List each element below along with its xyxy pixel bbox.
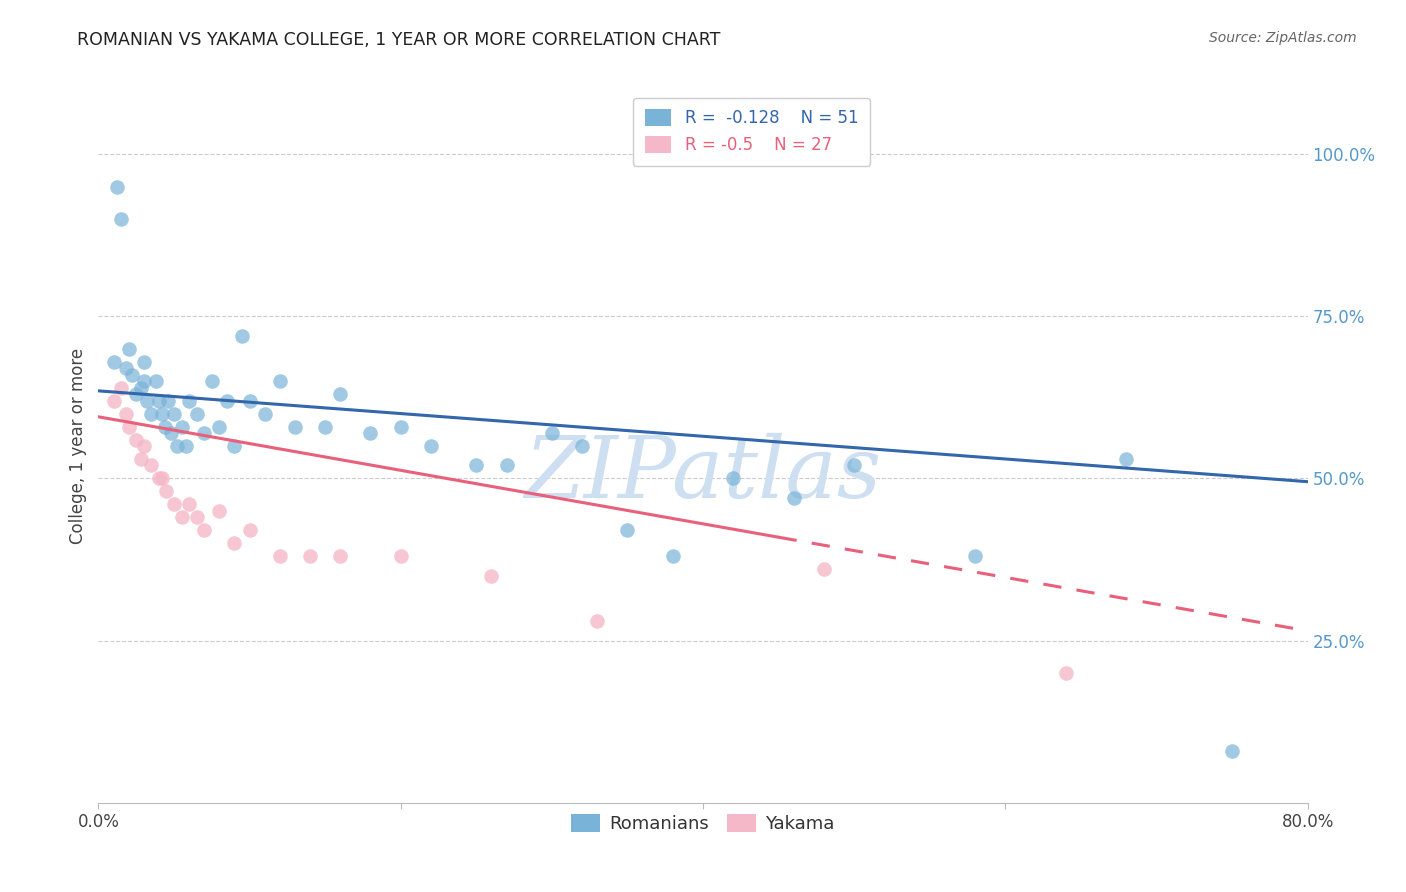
Point: [616, 524, 638, 538]
Point: [253, 407, 276, 421]
Point: [155, 484, 177, 499]
Point: [179, 393, 201, 408]
Point: [844, 458, 866, 473]
Point: [129, 381, 152, 395]
Point: [329, 549, 352, 564]
Point: [239, 524, 262, 538]
Text: ZIPatlas: ZIPatlas: [524, 434, 882, 516]
Point: [813, 562, 835, 576]
Point: [118, 419, 141, 434]
Point: [389, 549, 412, 564]
Point: [239, 393, 262, 408]
Point: [141, 407, 163, 421]
Point: [389, 419, 412, 434]
Point: [141, 458, 163, 473]
Point: [110, 211, 132, 226]
Point: [153, 419, 176, 434]
Point: [166, 439, 188, 453]
Point: [1220, 744, 1243, 758]
Point: [661, 549, 683, 564]
Point: [150, 471, 173, 485]
Point: [186, 510, 208, 524]
Point: [224, 536, 246, 550]
Point: [481, 568, 503, 582]
Point: [284, 419, 307, 434]
Point: [145, 374, 167, 388]
Point: [586, 614, 609, 628]
Text: Source: ZipAtlas.com: Source: ZipAtlas.com: [1209, 31, 1357, 45]
Point: [783, 491, 806, 505]
Point: [360, 425, 382, 440]
Point: [125, 433, 148, 447]
Point: [132, 374, 155, 388]
Point: [571, 439, 593, 453]
Point: [103, 354, 125, 368]
Point: [114, 361, 136, 376]
Text: ROMANIAN VS YAKAMA COLLEGE, 1 YEAR OR MORE CORRELATION CHART: ROMANIAN VS YAKAMA COLLEGE, 1 YEAR OR MO…: [77, 31, 721, 49]
Point: [160, 425, 183, 440]
Point: [118, 342, 141, 356]
Point: [103, 393, 125, 408]
Point: [329, 387, 352, 401]
Point: [170, 419, 193, 434]
Point: [186, 407, 208, 421]
Point: [148, 471, 170, 485]
Point: [269, 549, 291, 564]
Point: [179, 497, 201, 511]
Point: [224, 439, 246, 453]
Point: [193, 425, 215, 440]
Point: [465, 458, 488, 473]
Point: [114, 407, 136, 421]
Point: [174, 439, 197, 453]
Point: [1115, 452, 1137, 467]
Point: [314, 419, 336, 434]
Point: [540, 425, 562, 440]
Point: [193, 524, 215, 538]
Point: [132, 354, 155, 368]
Point: [121, 368, 143, 382]
Point: [1054, 666, 1077, 681]
Point: [201, 374, 224, 388]
Point: [110, 381, 132, 395]
Y-axis label: College, 1 year or more: College, 1 year or more: [69, 348, 87, 544]
Point: [125, 387, 148, 401]
Point: [163, 497, 186, 511]
Point: [208, 504, 231, 518]
Point: [148, 393, 170, 408]
Point: [105, 179, 128, 194]
Point: [215, 393, 238, 408]
Point: [299, 549, 322, 564]
Point: [269, 374, 291, 388]
Point: [723, 471, 745, 485]
Point: [129, 452, 152, 467]
Legend: Romanians, Yakama: Romanians, Yakama: [564, 806, 842, 840]
Point: [135, 393, 157, 408]
Point: [132, 439, 155, 453]
Point: [208, 419, 231, 434]
Point: [420, 439, 443, 453]
Point: [156, 393, 179, 408]
Point: [495, 458, 517, 473]
Point: [170, 510, 193, 524]
Point: [965, 549, 987, 564]
Point: [231, 328, 253, 343]
Point: [150, 407, 173, 421]
Point: [163, 407, 186, 421]
